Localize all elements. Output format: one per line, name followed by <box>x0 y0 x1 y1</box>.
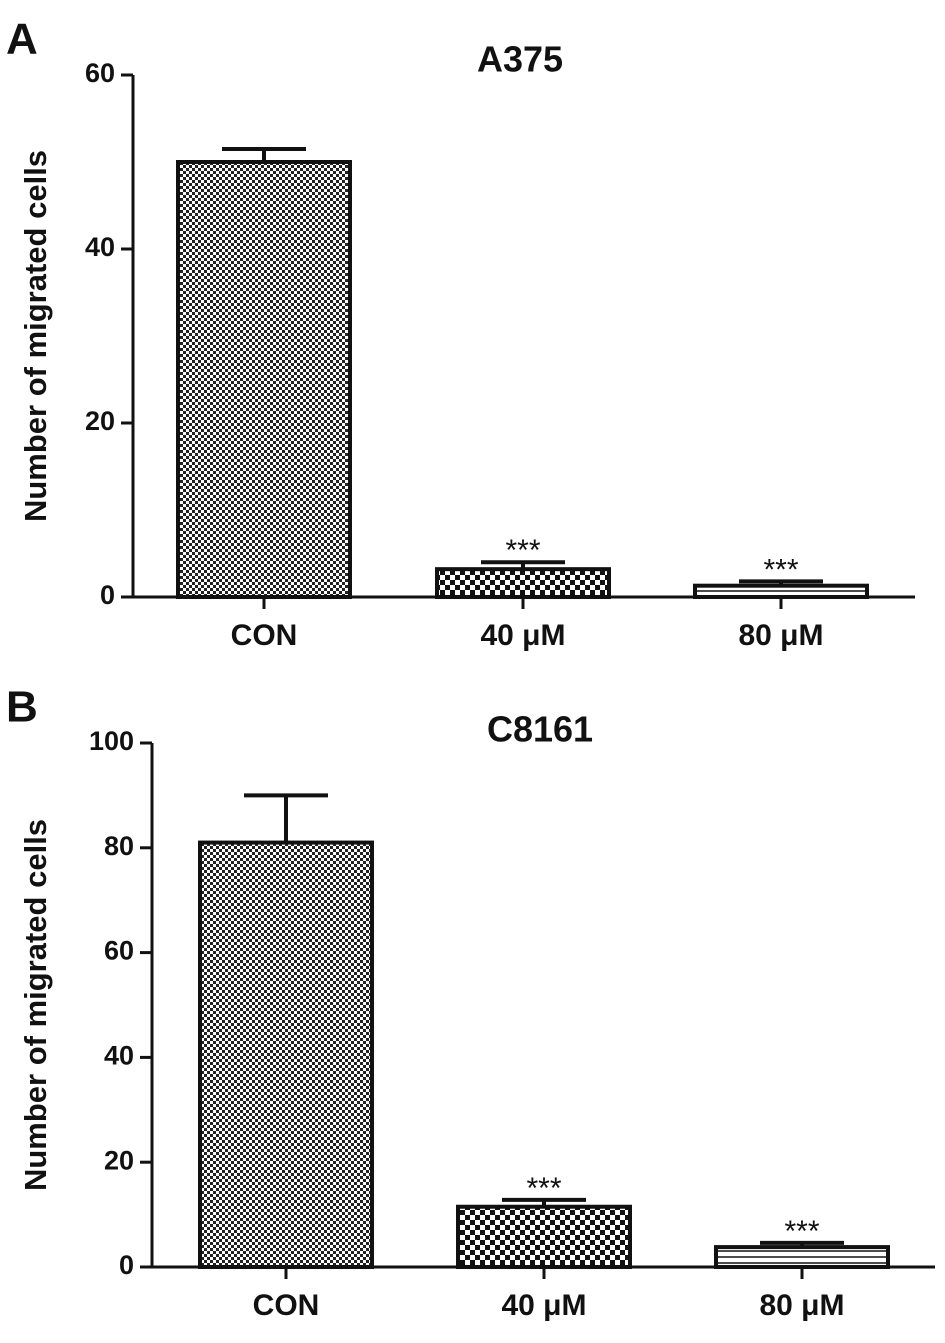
panel-label: A <box>6 15 38 64</box>
bar <box>176 160 352 599</box>
bar <box>714 1245 890 1270</box>
y-tick-label: 0 <box>100 580 115 610</box>
y-tick-label: 60 <box>85 58 115 88</box>
y-tick-label: 80 <box>104 831 134 861</box>
y-tick-label: 20 <box>104 1145 134 1175</box>
significance-label: *** <box>784 1215 819 1248</box>
y-tick-label: 40 <box>85 232 115 262</box>
x-tick-label: 80 μM <box>759 1289 844 1322</box>
y-tick-label: 60 <box>104 936 134 966</box>
chart-title: A375 <box>477 39 563 80</box>
chart-title: C8161 <box>487 709 593 750</box>
x-tick-label: CON <box>231 619 298 652</box>
bar <box>693 583 869 600</box>
significance-label: *** <box>526 1172 561 1205</box>
bar <box>435 567 611 599</box>
y-axis-label: Number of migrated cells <box>18 150 53 522</box>
x-tick-label: 40 μM <box>480 619 565 652</box>
y-tick-label: 0 <box>119 1250 134 1280</box>
x-tick-label: 40 μM <box>501 1289 586 1322</box>
y-tick-label: 20 <box>85 406 115 436</box>
y-axis-label: Number of migrated cells <box>18 819 53 1191</box>
x-tick-label: CON <box>253 1289 320 1322</box>
y-tick-label: 100 <box>89 726 134 756</box>
significance-label: *** <box>505 534 540 567</box>
bar <box>198 840 374 1269</box>
panel-label: B <box>6 683 38 732</box>
significance-label: *** <box>763 553 798 586</box>
y-tick-label: 40 <box>104 1041 134 1071</box>
x-tick-label: 80 μM <box>738 619 823 652</box>
bar <box>456 1204 632 1269</box>
